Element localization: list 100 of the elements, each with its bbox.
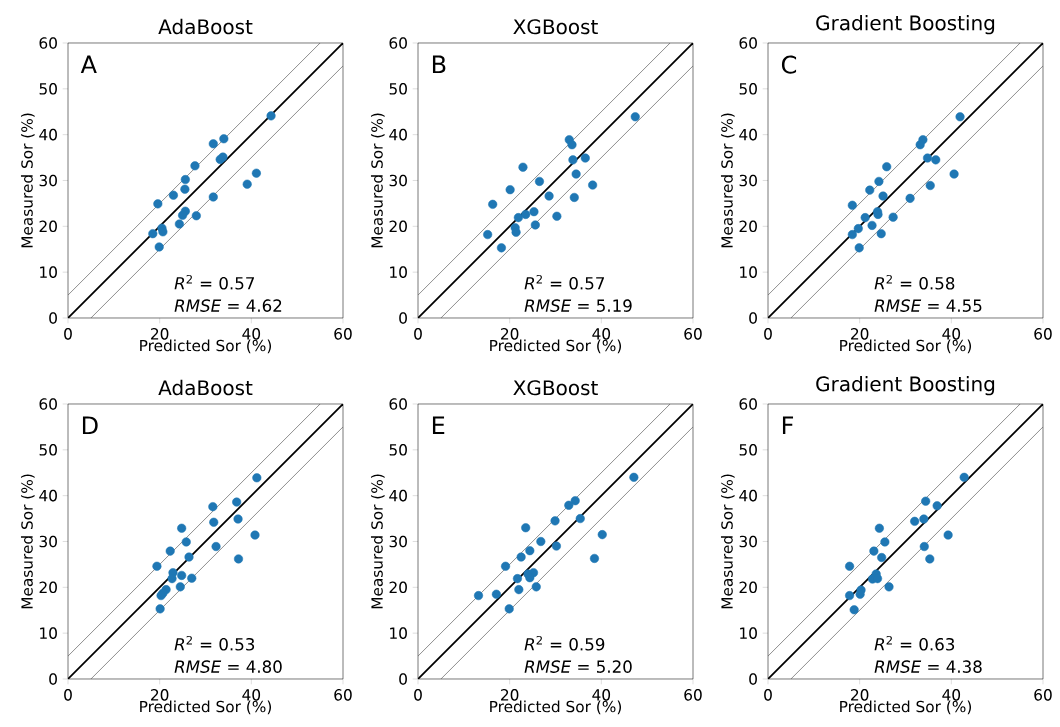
y-tick-label: 20: [389, 581, 407, 594]
y-tick-label: 0: [749, 312, 757, 324]
y-tick-label: 30: [389, 535, 407, 548]
x-tick-label: 0: [764, 689, 772, 701]
y-tick-label: 40: [739, 489, 757, 502]
chart-title: Gradient Boosting: [816, 375, 995, 396]
y-tick-label: 10: [40, 266, 57, 278]
chart-title: Gradient Boosting: [816, 14, 995, 35]
annotation: R$^{2}$ = 0.53: [174, 635, 255, 651]
y-tick-label: 0: [49, 673, 57, 685]
x-axis-title: Predicted Sor (%): [840, 700, 972, 715]
x-tick-label: 0: [64, 328, 72, 340]
annotation: R$^{2}$ = 0.63: [874, 635, 955, 651]
annotation: R$^{2}$ = 0.59: [524, 635, 605, 651]
x-tick-label: 40: [942, 689, 961, 701]
x-axis-title: Predicted Sor (%): [840, 339, 972, 354]
y-tick-label: 40: [39, 128, 57, 141]
annotation: RMSE = 5.19: [524, 299, 632, 312]
x-tick-label: 20: [151, 689, 169, 701]
y-tick-label: 60: [389, 37, 407, 49]
y-tick-label: 50: [739, 83, 757, 95]
annotation: C: [781, 55, 797, 74]
y-tick-label: 10: [390, 266, 407, 278]
y-tick-label: 10: [390, 627, 407, 639]
x-tick-label: 20: [501, 689, 519, 701]
x-tick-label: 40: [592, 328, 611, 340]
y-tick-label: 60: [39, 398, 57, 410]
y-tick-label: 0: [749, 673, 757, 685]
x-tick-label: 40: [942, 328, 961, 340]
y-tick-label: 20: [739, 581, 757, 594]
annotation: E: [432, 416, 445, 435]
x-tick-label: 60: [1034, 689, 1052, 701]
annotation: D: [82, 416, 98, 435]
annotation: F: [782, 416, 794, 435]
y-tick-label: 60: [739, 37, 757, 49]
annotation: RMSE = 5.20: [524, 660, 632, 673]
x-tick-label: 60: [684, 689, 702, 701]
y-tick-label: 40: [389, 128, 407, 141]
annotation: RMSE = 4.38: [874, 660, 982, 673]
annotation: RMSE = 4.80: [174, 660, 282, 673]
y-axis-title: Measured Sor (%): [720, 474, 735, 609]
y-tick-label: 0: [49, 312, 57, 324]
y-axis-title: Measured Sor (%): [720, 113, 735, 248]
y-tick-label: 30: [739, 535, 757, 548]
y-tick-label: 20: [39, 220, 57, 233]
y-tick-label: 30: [39, 174, 57, 187]
x-tick-label: 40: [242, 689, 261, 701]
x-tick-label: 60: [334, 328, 352, 340]
chart-title: XGBoost: [513, 380, 598, 396]
annotation: RMSE = 4.62: [174, 299, 282, 312]
y-tick-label: 50: [389, 83, 407, 95]
x-tick-label: 20: [151, 328, 169, 340]
y-tick-label: 20: [739, 220, 757, 233]
y-axis-title: Measured Sor (%): [370, 474, 385, 609]
y-axis-title: Measured Sor (%): [20, 113, 35, 248]
y-tick-label: 30: [39, 535, 57, 548]
annotation: B: [432, 55, 446, 74]
y-tick-label: 10: [740, 627, 757, 639]
x-tick-label: 60: [684, 328, 702, 340]
x-tick-label: 20: [851, 328, 869, 340]
y-tick-label: 20: [39, 581, 57, 594]
x-tick-label: 0: [764, 328, 772, 340]
y-tick-label: 0: [399, 673, 407, 685]
y-tick-label: 50: [739, 444, 757, 456]
x-tick-label: 40: [592, 689, 611, 701]
y-tick-label: 20: [389, 220, 407, 233]
x-tick-label: 0: [64, 689, 72, 701]
y-tick-label: 60: [739, 398, 757, 410]
y-tick-label: 40: [39, 489, 57, 502]
y-tick-label: 50: [389, 444, 407, 456]
x-tick-label: 40: [242, 328, 261, 340]
y-tick-label: 50: [39, 444, 57, 456]
annotation: RMSE = 4.55: [874, 299, 982, 312]
y-tick-label: 30: [389, 174, 407, 187]
x-axis-title: Predicted Sor (%): [490, 700, 622, 715]
chart-title: XGBoost: [513, 19, 598, 35]
x-axis-title: Predicted Sor (%): [140, 339, 272, 354]
x-axis-title: Predicted Sor (%): [140, 700, 272, 715]
y-tick-label: 40: [739, 128, 757, 141]
y-tick-label: 10: [40, 627, 57, 639]
chart-title: AdaBoost: [158, 379, 253, 396]
x-tick-label: 60: [334, 689, 352, 701]
x-axis-title: Predicted Sor (%): [490, 339, 622, 354]
chart-title: AdaBoost: [158, 18, 253, 35]
annotation: R$^{2}$ = 0.57: [524, 274, 604, 290]
y-tick-label: 60: [389, 398, 407, 410]
x-tick-label: 20: [501, 328, 519, 340]
x-tick-label: 60: [1034, 328, 1052, 340]
y-tick-label: 30: [739, 174, 757, 187]
x-tick-label: 20: [851, 689, 869, 701]
y-tick-label: 10: [740, 266, 757, 278]
annotation: R$^{2}$ = 0.58: [874, 274, 955, 290]
y-tick-label: 0: [399, 312, 407, 324]
y-axis-title: Measured Sor (%): [20, 474, 35, 609]
annotation: R$^{2}$ = 0.57: [174, 274, 254, 290]
annotation: A: [80, 55, 97, 74]
x-tick-label: 0: [414, 328, 422, 340]
y-tick-label: 60: [39, 37, 57, 49]
y-tick-label: 50: [39, 83, 57, 95]
x-tick-label: 0: [414, 689, 422, 701]
